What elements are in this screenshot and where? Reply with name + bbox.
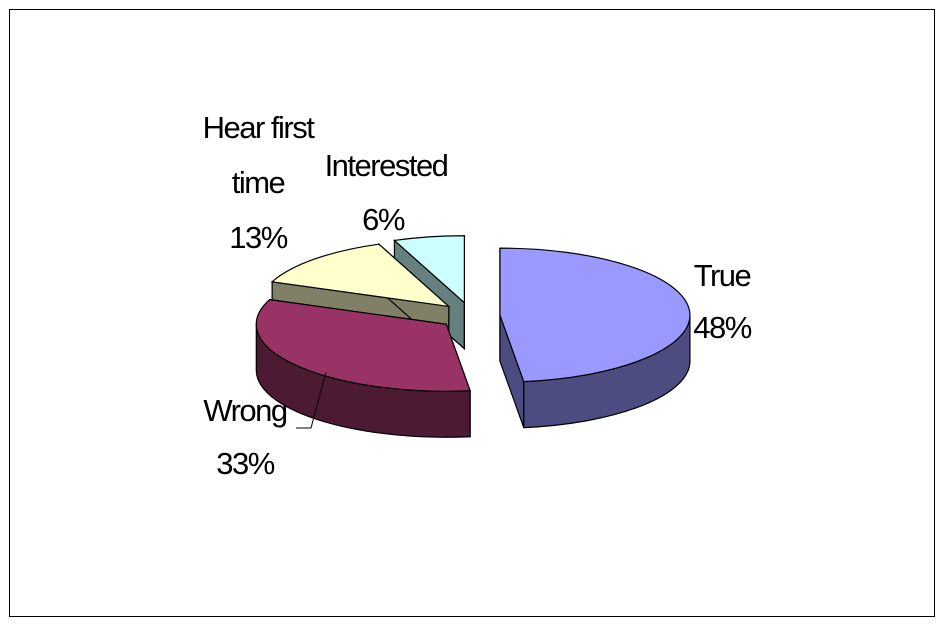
chart-area: [9, 9, 935, 617]
slice-true-top: [499, 247, 691, 383]
data-label-hear-first-time-percent: 13%: [229, 220, 287, 255]
data-label-wrong-percent: 33%: [216, 446, 274, 481]
data-label-hear-first-time-line1: Hear first: [203, 110, 316, 145]
slice-true: [499, 247, 691, 429]
data-label-wrong-name: Wrong: [203, 393, 287, 428]
data-label-true-percent: 48%: [693, 310, 751, 345]
slice-wrong: [255, 298, 471, 438]
pie-slices: [255, 235, 691, 438]
leader-line-wrong: [296, 371, 327, 429]
slice-interested-top: [393, 235, 465, 305]
slice-hear-first-time-top: [270, 243, 451, 308]
leader-lines: [296, 371, 327, 429]
data-label-interested-percent: 6%: [362, 202, 405, 237]
data-label-hear-first-time-line2: time: [232, 165, 285, 200]
data-label-interested-name: Interested: [325, 148, 448, 183]
data-label-true-name: True: [694, 258, 751, 293]
slice-wrong-top: [255, 298, 471, 392]
